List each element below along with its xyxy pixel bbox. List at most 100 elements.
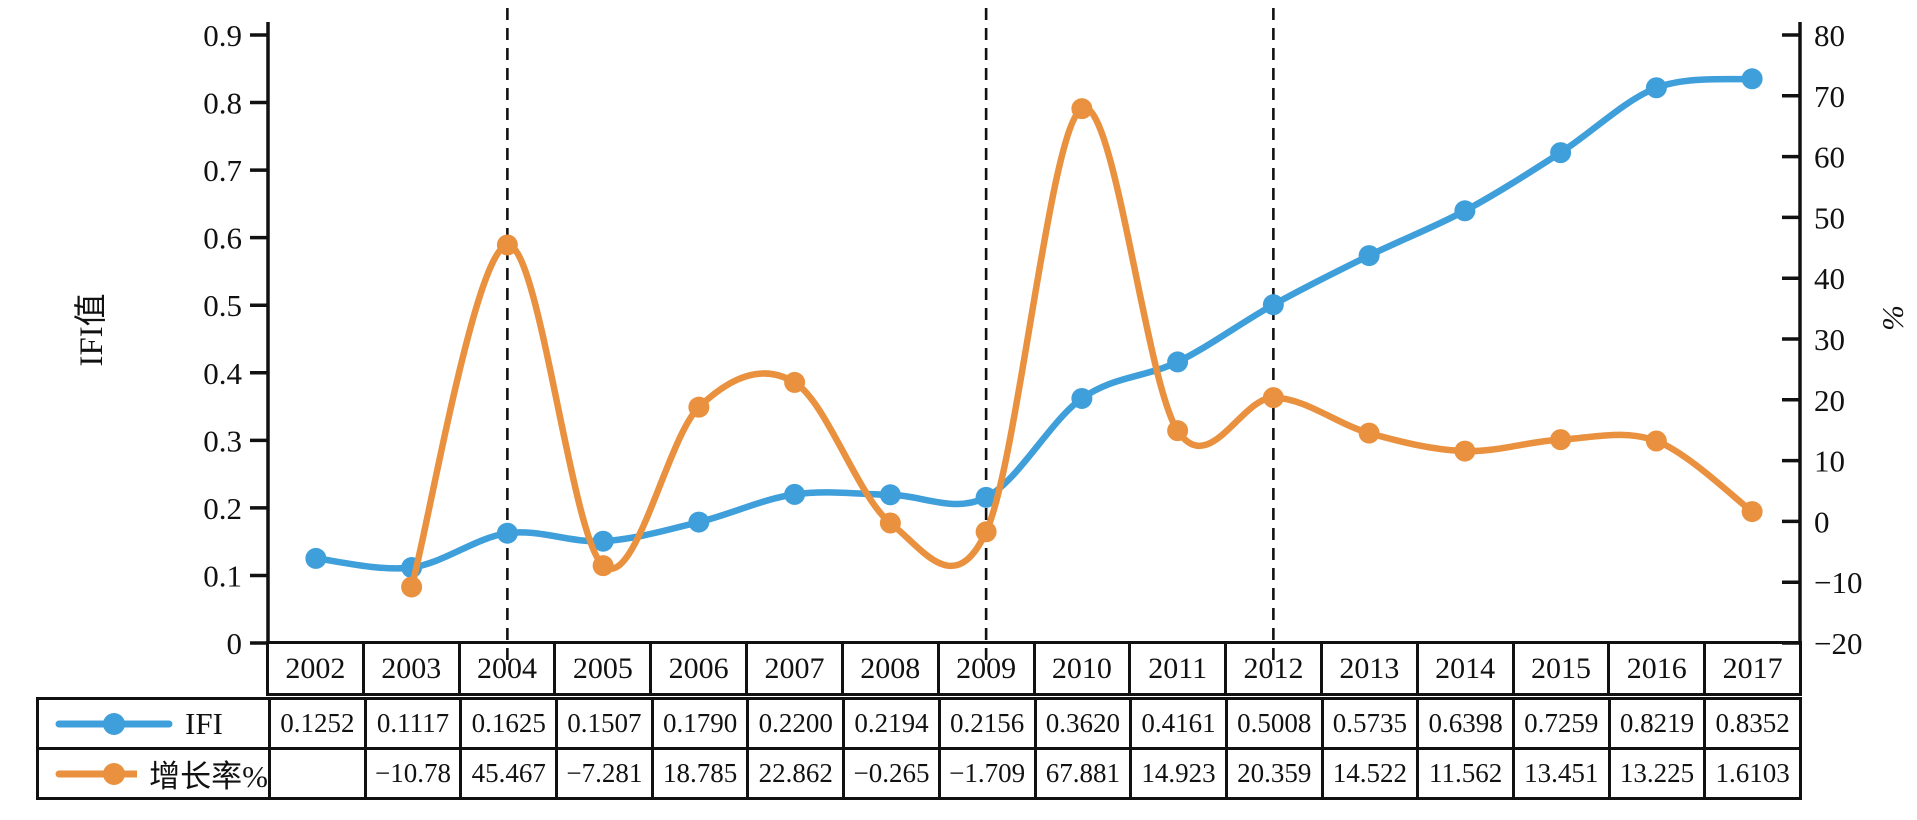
ifi-value-cell: 0.4161 bbox=[1129, 697, 1228, 750]
data-point-marker bbox=[688, 396, 710, 418]
growth-rate-value-cell: 13.451 bbox=[1511, 747, 1611, 800]
growth-rate-value-cell bbox=[268, 747, 367, 800]
growth-rate-value-cell: −7.281 bbox=[555, 747, 654, 800]
year-cell: 2014 bbox=[1415, 641, 1515, 696]
right-axis-tick-label: 10 bbox=[1814, 444, 1845, 479]
right-axis-title: % bbox=[1875, 305, 1910, 331]
year-cell: 2010 bbox=[1032, 641, 1132, 696]
data-point-marker bbox=[688, 511, 710, 533]
ifi-value-cell: 0.5008 bbox=[1224, 697, 1324, 750]
growth-rate-value-cell: 18.785 bbox=[650, 747, 750, 800]
left-axis-tick-label: 0.9 bbox=[203, 18, 242, 53]
data-point-marker bbox=[1358, 245, 1380, 267]
data-point-marker bbox=[305, 547, 327, 569]
left-axis-tick-label: 0.8 bbox=[203, 86, 242, 121]
ifi-value-cell: 0.5735 bbox=[1320, 697, 1420, 750]
right-axis-tick-label: 80 bbox=[1814, 18, 1845, 53]
legend-cell-ifi: IFI bbox=[36, 697, 271, 750]
data-point-marker bbox=[1454, 440, 1476, 462]
year-cell: 2017 bbox=[1703, 641, 1802, 696]
legend-symbol bbox=[55, 762, 138, 785]
data-point-marker bbox=[401, 576, 423, 598]
data-point-marker bbox=[975, 486, 997, 508]
ifi-value-cell: 0.2156 bbox=[937, 697, 1037, 750]
left-axis-tick-label: 0.2 bbox=[203, 491, 242, 526]
left-axis-tick-label: 0 bbox=[227, 626, 243, 661]
year-cell: 2002 bbox=[266, 641, 365, 696]
growth-rate-value-cell: 45.467 bbox=[459, 747, 559, 800]
ifi-value-cell: 0.6398 bbox=[1416, 697, 1515, 750]
series-line-ifi bbox=[312, 75, 1756, 572]
right-axis-tick-label: 60 bbox=[1814, 140, 1845, 175]
growth-rate-value-cell: −0.265 bbox=[842, 747, 941, 800]
legend-label: IFI bbox=[185, 705, 223, 741]
ifi-value-cell: 0.8219 bbox=[1607, 697, 1707, 750]
data-point-marker bbox=[1454, 200, 1476, 222]
growth-rate-value-cell: 14.923 bbox=[1129, 747, 1228, 800]
left-axis-tick-label: 0.1 bbox=[203, 558, 242, 593]
year-cell: 2007 bbox=[745, 641, 844, 696]
growth-rate-value-cell: −1.709 bbox=[937, 747, 1037, 800]
right-axis-tick-label: −10 bbox=[1814, 565, 1862, 600]
growth-rate-value-cell: 67.881 bbox=[1033, 747, 1133, 800]
data-point-marker bbox=[1550, 429, 1572, 451]
left-axis-title: IFI值 bbox=[74, 293, 110, 367]
left-axis-tick-label: 0.4 bbox=[203, 356, 242, 391]
year-cell: 2013 bbox=[1319, 641, 1419, 696]
data-point-marker bbox=[1071, 98, 1093, 120]
data-point-marker bbox=[592, 555, 614, 577]
year-cell: 2016 bbox=[1607, 641, 1707, 696]
growth-rate-value-cell: 22.862 bbox=[746, 747, 846, 800]
year-cell: 2015 bbox=[1511, 641, 1611, 696]
data-point-marker bbox=[1262, 387, 1284, 409]
year-cell: 2005 bbox=[553, 641, 653, 696]
ifi-value-cell: 0.1507 bbox=[555, 697, 654, 750]
ifi-value-cell: 0.1790 bbox=[650, 697, 750, 750]
legend-symbol bbox=[55, 712, 173, 735]
year-header-row: 2002 2003 2004 2005 2006 2007 2008 2009 2010 2011… bbox=[266, 641, 1802, 696]
right-axis-tick-label: 70 bbox=[1814, 79, 1845, 114]
ifi-value-cell: 0.1625 bbox=[459, 697, 559, 750]
growth-rate-value-cell: −10.78 bbox=[363, 747, 463, 800]
right-axis-tick-label: 20 bbox=[1814, 383, 1845, 418]
year-cell: 2012 bbox=[1224, 641, 1323, 696]
data-point-marker bbox=[1550, 142, 1572, 164]
data-point-marker bbox=[496, 234, 518, 256]
data-point-marker bbox=[1358, 422, 1380, 444]
left-axis-tick-label: 0.5 bbox=[203, 288, 242, 323]
year-cell: 2009 bbox=[936, 641, 1036, 696]
right-axis-tick-label: 30 bbox=[1814, 322, 1845, 357]
left-axis-tick-label: 0.6 bbox=[203, 221, 242, 256]
series-line-growth bbox=[408, 105, 1756, 591]
growth-rate-value-cell: 13.225 bbox=[1607, 747, 1707, 800]
data-point-marker bbox=[879, 512, 901, 534]
year-cell: 2006 bbox=[649, 641, 749, 696]
data-point-marker bbox=[1167, 351, 1189, 373]
ifi-value-cell: 0.1252 bbox=[268, 697, 367, 750]
left-axis-tick-label: 0.7 bbox=[203, 153, 242, 188]
data-point-marker bbox=[592, 530, 614, 552]
right-axis-tick-label: 40 bbox=[1814, 261, 1845, 296]
ifi-value-cell: 0.3620 bbox=[1033, 697, 1133, 750]
data-point-marker bbox=[784, 483, 806, 505]
growth-rate-value-cell: 1.6103 bbox=[1703, 747, 1802, 800]
data-point-marker bbox=[1645, 77, 1667, 99]
ifi-value-cell: 0.8352 bbox=[1703, 697, 1802, 750]
data-point-marker bbox=[879, 484, 901, 506]
data-point-marker bbox=[1071, 387, 1093, 409]
data-point-marker bbox=[1741, 68, 1763, 90]
year-cell: 2011 bbox=[1128, 641, 1228, 696]
right-axis-tick-label: −20 bbox=[1814, 626, 1862, 661]
right-axis-tick-label: 50 bbox=[1814, 200, 1845, 235]
year-cell: 2004 bbox=[457, 641, 557, 696]
ifi-value-cell: 0.2200 bbox=[746, 697, 846, 750]
data-point-marker bbox=[1262, 294, 1284, 316]
left-axis-tick-label: 0.3 bbox=[203, 423, 242, 458]
data-point-marker bbox=[1645, 430, 1667, 452]
right-axis-tick-label: 0 bbox=[1814, 504, 1830, 539]
data-point-marker bbox=[1167, 420, 1189, 442]
legend-label: 增长率% bbox=[149, 759, 268, 794]
ifi-value-cell: 0.2194 bbox=[842, 697, 941, 750]
